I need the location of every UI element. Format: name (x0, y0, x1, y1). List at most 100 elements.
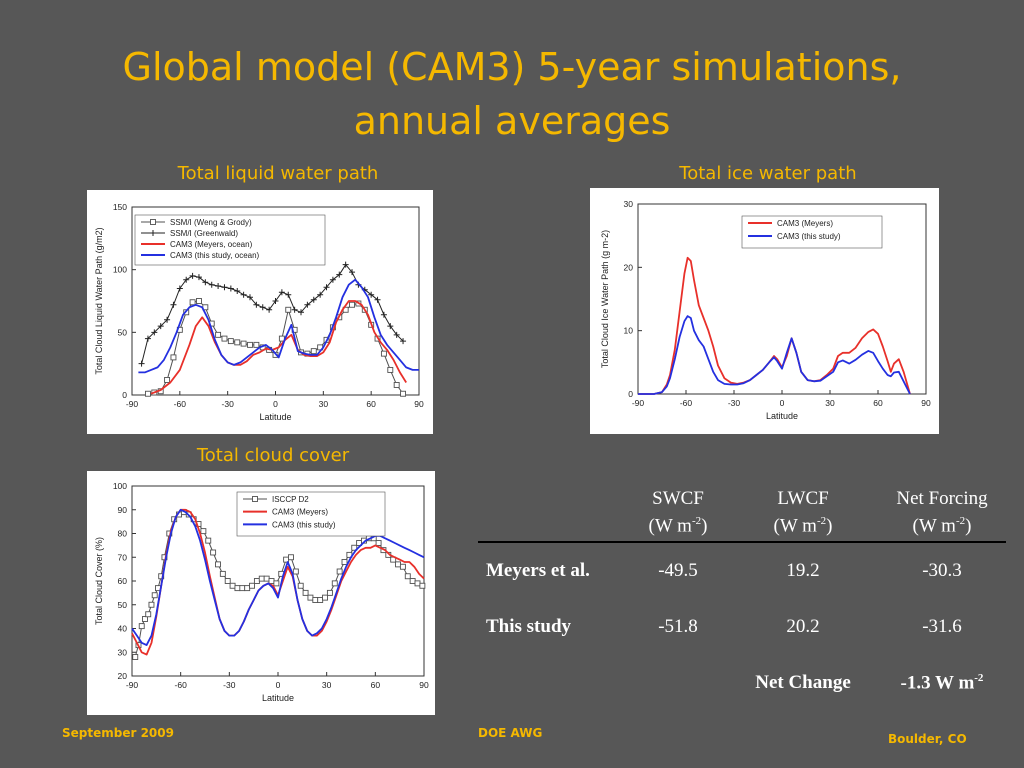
data-point (170, 354, 177, 361)
empty-cell (478, 655, 628, 711)
footer-event: DOE AWG (478, 726, 543, 740)
y-tick-label: 0 (628, 389, 633, 399)
data-point (323, 284, 330, 291)
x-tick-label: -60 (680, 398, 693, 408)
lwp-chart-panel: -90 -60 -30 0 30 60 90 0 50 100 150 Latitude Total C… (87, 190, 433, 434)
x-tick-label: 0 (273, 399, 278, 409)
data-point (278, 289, 285, 296)
data-point (326, 589, 333, 596)
data-point (310, 296, 317, 303)
data-point (205, 537, 212, 544)
data-point (375, 540, 382, 546)
x-tick-label: 30 (825, 398, 835, 408)
data-point (341, 559, 348, 565)
header-swcf-sup: -2 (691, 515, 702, 527)
y-tick-label: 40 (118, 624, 128, 634)
y-tick-label: 10 (624, 326, 634, 336)
legend-label: SSM/I (Weng & Grody) (170, 218, 252, 227)
data-point (183, 276, 190, 283)
data-point (215, 282, 222, 289)
data-point (400, 390, 407, 397)
data-point (132, 654, 139, 660)
data-point (196, 298, 202, 304)
net-change-label: Net Change (755, 672, 851, 694)
data-point (253, 301, 260, 308)
legend-marker (252, 496, 258, 502)
x-tick-label: -30 (728, 398, 741, 408)
data-point (239, 585, 246, 592)
cell-swcf: -49.5 (658, 560, 698, 582)
x-tick-label: 90 (414, 399, 424, 409)
data-point (409, 578, 416, 584)
lwp-chart: -90 -60 -30 0 30 60 90 0 50 100 150 Latitude Total C… (94, 202, 424, 422)
data-point (317, 291, 324, 298)
footer-date: September 2009 (62, 726, 174, 740)
data-point (170, 301, 177, 308)
y-tick-label: 90 (118, 505, 128, 515)
y-axis-label: Total Cloud Ice Water Path (g m-2) (600, 230, 610, 368)
data-point (247, 341, 253, 348)
data-point (151, 329, 158, 336)
data-point (189, 272, 196, 279)
data-point (138, 360, 145, 367)
data-point (268, 578, 275, 584)
x-tick-label: 30 (322, 680, 332, 690)
data-point (263, 575, 270, 582)
header-net-forcing: Net Forcing (W m-2) (878, 488, 1006, 542)
legend-label: CAM3 (Meyers) (272, 508, 328, 517)
iwp-panel-title: Total ice water path (679, 163, 857, 184)
slide-title: Global model (CAM3) 5-year simulations, … (0, 40, 1024, 148)
data-point (285, 291, 292, 298)
x-tick-label: 60 (366, 399, 376, 409)
y-tick-label: 20 (118, 671, 128, 681)
legend-label: CAM3 (this study) (777, 232, 841, 241)
cell-net: -31.6 (922, 616, 962, 638)
data-point (240, 340, 247, 347)
legend-marker (150, 230, 156, 236)
data-point (298, 309, 305, 316)
x-tick-label: -90 (632, 398, 645, 408)
net-change-number: -1.3 W m (900, 672, 975, 694)
data-point (142, 616, 148, 622)
data-point (246, 294, 253, 301)
data-point (310, 348, 317, 355)
cloud-chart: -90 -60 -30 0 30 60 90 20 30 40 50 60 70 80 90 100 Latit… (94, 481, 429, 703)
legend-box (741, 215, 883, 249)
data-point (259, 304, 266, 311)
cell-swcf: -51.8 (658, 616, 698, 638)
legend-label: CAM3 (this study) (272, 520, 336, 529)
data-point (227, 285, 234, 292)
y-tick-label: 80 (118, 529, 128, 539)
header-lwcf-close: ) (826, 515, 833, 537)
data-point (253, 341, 260, 348)
row-label: This study (486, 616, 572, 638)
data-point (219, 570, 226, 577)
y-tick-label: 0 (122, 390, 127, 400)
data-point (368, 291, 375, 298)
data-point (221, 335, 228, 342)
lwp-panel-title: Total liquid water path (177, 163, 379, 184)
data-point (380, 311, 387, 318)
data-point (342, 261, 349, 268)
data-point (329, 276, 336, 283)
data-point (240, 291, 247, 298)
y-tick-label: 60 (118, 576, 128, 586)
iwp-chart: -90 -60 -30 0 30 60 90 0 10 20 30 Latitude Total Clo… (600, 199, 931, 421)
data-point (404, 573, 411, 580)
series-line (138, 278, 419, 374)
legend-label: CAM3 (Meyers, ocean) (170, 240, 253, 249)
data-point (258, 575, 265, 582)
data-point (249, 582, 255, 589)
data-point (387, 323, 394, 330)
data-point (266, 306, 273, 313)
net-change-row: Net Change -1.3 W m-2 (478, 655, 1006, 711)
x-tick-label: 0 (780, 398, 785, 408)
y-tick-label: 70 (118, 552, 128, 562)
cloud-panel-title: Total cloud cover (196, 445, 350, 466)
header-swcf-name: SWCF (652, 488, 704, 509)
net-change-sup: -2 (974, 672, 984, 685)
header-net-forcing-name: Net Forcing (896, 488, 988, 509)
data-point (273, 580, 280, 587)
data-point (349, 301, 355, 308)
data-point (215, 561, 221, 568)
